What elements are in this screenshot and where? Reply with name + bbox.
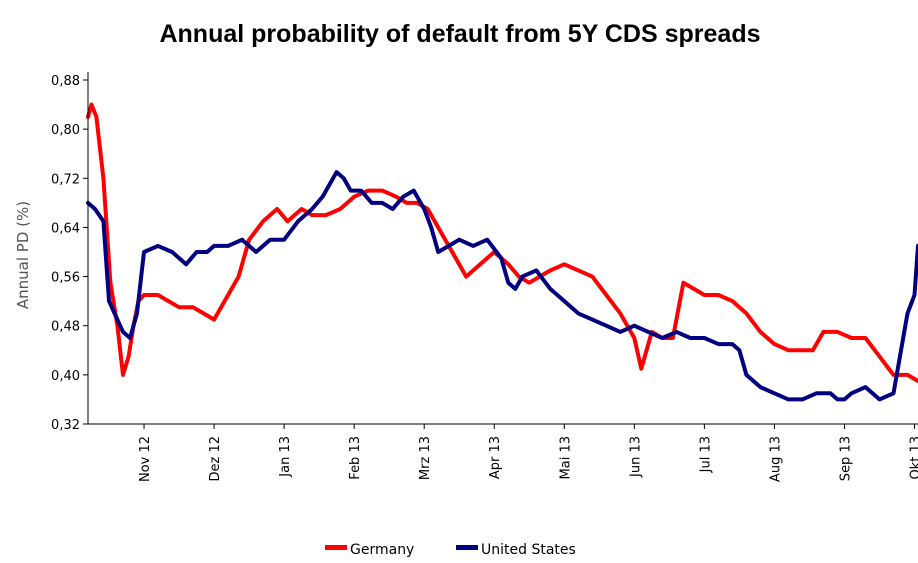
series-line-united-states <box>86 170 918 402</box>
y-tick-label: 0,88 <box>51 74 80 89</box>
legend-label-united-states: United States <box>481 542 576 558</box>
x-tick-label: Mrz 13 <box>418 436 433 480</box>
y-tick-label: 0,56 <box>51 271 80 286</box>
x-tick-label: Nov 12 <box>138 436 153 482</box>
x-tick-label: Okt 13 <box>908 436 918 480</box>
y-tick-label: 0,48 <box>51 320 80 335</box>
y-tick-label: 0,32 <box>51 418 80 433</box>
x-tick-label: Jan 13 <box>278 436 293 478</box>
x-tick-label: Feb 13 <box>348 436 363 480</box>
legend: Germany United States <box>325 542 576 558</box>
x-tick-label: Mai 13 <box>558 436 573 479</box>
x-tick-label: Jul 13 <box>698 436 713 473</box>
x-tick-label: Sep 13 <box>838 436 853 481</box>
x-tick-label: Apr 13 <box>488 436 503 479</box>
legend-label-germany: Germany <box>350 542 414 558</box>
y-tick-label: 0,80 <box>51 123 80 138</box>
series-lines <box>86 102 918 402</box>
y-axis: 0,32 0,40 0,48 0,56 0,64 0,72 0,80 0,88 <box>51 74 88 433</box>
x-tick-label: Dez 12 <box>208 436 223 482</box>
chart-title: Annual probability of default from 5Y CD… <box>159 20 760 48</box>
legend-swatch-germany <box>325 545 347 550</box>
y-tick-label: 0,64 <box>51 221 80 236</box>
y-tick-label: 0,40 <box>51 369 80 384</box>
x-axis: Nov 12 Dez 12 Jan 13 Feb 13 Mrz 13 Apr 13 Mai … <box>138 424 918 482</box>
y-axis-label: Annual PD (%) <box>14 201 32 309</box>
x-tick-label: Aug 13 <box>768 436 783 482</box>
series-line-germany <box>86 102 918 383</box>
legend-swatch-united-states <box>456 545 478 550</box>
x-tick-label: Jun 13 <box>628 436 643 478</box>
y-tick-label: 0,72 <box>51 172 80 187</box>
